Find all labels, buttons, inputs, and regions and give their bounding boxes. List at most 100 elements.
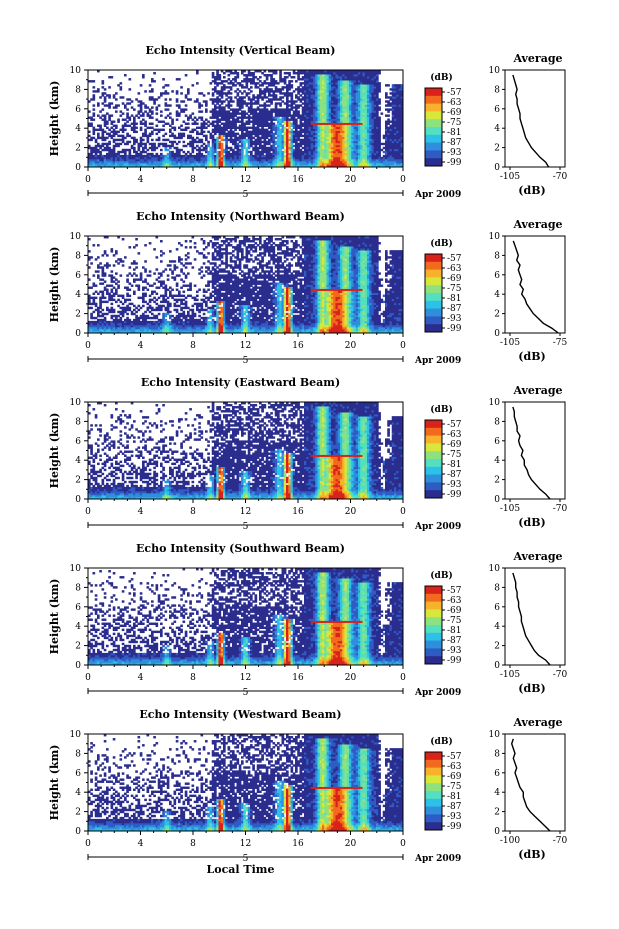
heatmap-cell — [324, 80, 327, 83]
heatmap-cell — [146, 136, 150, 140]
heatmap-cell — [355, 132, 359, 136]
heatmap-cell — [270, 78, 273, 81]
heatmap-cell — [351, 120, 354, 123]
heatmap-cell — [166, 162, 170, 166]
heatmap-cell — [367, 130, 370, 134]
heatmap-cell — [265, 152, 269, 156]
heatmap-cell — [241, 156, 244, 160]
heatmap-cell — [340, 74, 343, 77]
heatmap-cell — [281, 112, 285, 115]
heatmap-cell — [238, 164, 242, 168]
heatmap-cell — [182, 120, 186, 123]
profile-y-tick-label: 4 — [494, 124, 500, 134]
heatmap-cell — [317, 72, 321, 75]
heatmap-cell — [346, 70, 350, 73]
heatmap-cell — [265, 124, 269, 127]
heatmap-cell — [259, 128, 262, 132]
heatmap-cell — [373, 82, 377, 85]
heatmap-cell — [243, 70, 246, 73]
heatmap-cell — [286, 148, 289, 152]
heatmap-cell — [225, 142, 228, 146]
heatmap-cell — [279, 92, 282, 95]
heatmap-cell — [234, 140, 237, 144]
heatmap-cell — [310, 154, 314, 158]
heatmap-cell — [297, 156, 300, 160]
heatmap-cell — [286, 120, 289, 123]
heatmap-cell — [270, 90, 273, 93]
heatmap-cell — [234, 90, 237, 93]
heatmap-cell — [245, 162, 249, 166]
heatmap-cell — [317, 160, 321, 164]
heatmap-cell — [117, 280, 120, 283]
heatmap-cell — [184, 144, 188, 148]
heatmap-cell — [333, 70, 336, 73]
heatmap-cell — [234, 108, 237, 111]
heatmap-cell — [364, 82, 368, 85]
heatmap-cell — [333, 122, 336, 125]
heatmap-cell — [151, 80, 154, 83]
heatmap-cell — [171, 164, 174, 168]
heatmap-cell — [315, 90, 318, 93]
heatmap-cell — [371, 70, 375, 73]
heatmap-cell — [250, 78, 253, 81]
heatmap-cell — [252, 116, 255, 119]
heatmap-cell — [324, 86, 327, 89]
heatmap-cell — [106, 288, 109, 291]
heatmap-cell — [277, 116, 280, 119]
heatmap-cell — [227, 134, 231, 138]
heatmap-cell — [306, 108, 309, 111]
heatmap-cell — [234, 154, 237, 158]
heatmap-cell — [324, 138, 327, 142]
heatmap-cell — [324, 70, 327, 73]
heatmap-cell — [342, 112, 345, 115]
heatmap-cell — [92, 128, 96, 132]
heatmap-cell — [301, 90, 305, 93]
heatmap-cell — [340, 80, 343, 83]
heatmap-cell — [358, 150, 361, 154]
heatmap-cell — [259, 156, 262, 160]
heatmap-cell — [322, 132, 325, 136]
heatmap-cell — [279, 150, 282, 154]
heatmap-cell — [369, 136, 372, 140]
heatmap-cell — [101, 138, 105, 142]
heatmap-cell — [180, 124, 183, 127]
heatmap-cell — [304, 82, 307, 85]
heatmap-cell — [371, 144, 375, 148]
heatmap-cell — [313, 140, 316, 144]
heatmap-cell — [364, 130, 368, 134]
heatmap-cell — [247, 134, 251, 138]
heatmap-cell — [328, 76, 332, 79]
heatmap-cell — [353, 76, 357, 79]
heatmap-cell — [175, 152, 179, 156]
heatmap-cell — [148, 160, 152, 164]
heatmap-cell — [236, 152, 240, 156]
heatmap-cell — [351, 70, 354, 73]
heatmap-cell — [324, 148, 327, 152]
heatmap-cell — [229, 128, 233, 132]
heatmap-cell — [333, 90, 336, 93]
heatmap-cell — [319, 154, 323, 158]
heatmap-cell — [139, 128, 143, 132]
heatmap-cell — [358, 112, 361, 115]
heatmap-cell — [187, 154, 190, 158]
heatmap-cell — [151, 110, 154, 113]
heatmap-cell — [358, 160, 361, 164]
heatmap-cell — [346, 104, 350, 107]
heatmap-cell — [97, 156, 100, 160]
heatmap-cell — [216, 110, 219, 113]
heatmap-cell — [238, 150, 242, 154]
heatmap-cell — [362, 114, 366, 117]
heatmap-cell — [169, 112, 172, 115]
heatmap-cell — [256, 82, 260, 85]
heatmap-cell — [196, 154, 199, 158]
heatmap-cell — [319, 138, 323, 142]
heatmap-cell — [265, 78, 269, 81]
heatmap-cell — [315, 94, 318, 97]
heatmap-cell — [376, 154, 379, 158]
heatmap-cell — [259, 142, 262, 146]
heatmap-cell — [241, 86, 244, 89]
heatmap-cell — [259, 108, 262, 111]
heatmap-cell — [281, 126, 285, 129]
heatmap-cell — [351, 114, 354, 117]
heatmap-cell — [268, 160, 271, 164]
